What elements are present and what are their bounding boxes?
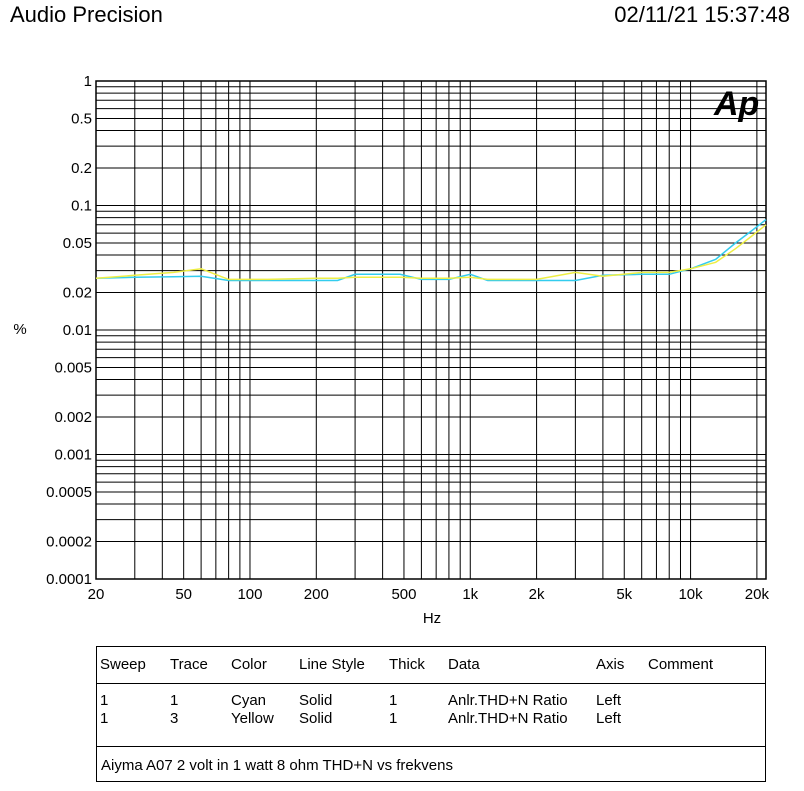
timestamp: 02/11/21 15:37:48 <box>614 2 790 27</box>
app-title: Audio Precision <box>10 2 163 27</box>
legend-table: Sweep Trace Color Line Style Thick Data … <box>96 646 766 782</box>
legend-cell: Solid <box>299 692 333 709</box>
legend-header-row: Sweep Trace Color Line Style Thick Data … <box>97 656 765 674</box>
legend-cell: 1 <box>100 710 109 727</box>
legend-cell: Solid <box>299 710 333 727</box>
legend-row: 1 3 Yellow Solid 1 Anlr.THD+N Ratio Left <box>97 710 765 728</box>
legend-header-cell: Comment <box>648 656 714 673</box>
y-tick-label: 0.02 <box>63 285 92 302</box>
x-tick-label: 200 <box>304 586 329 603</box>
y-axis-label: % <box>13 321 26 338</box>
legend-cell: 3 <box>170 710 179 727</box>
legend-cell: Cyan <box>231 692 267 709</box>
x-tick-label: 500 <box>391 586 416 603</box>
legend-cell: Anlr.THD+N Ratio <box>448 692 568 709</box>
plot-traces <box>95 219 767 282</box>
y-tick-label: 0.002 <box>54 409 92 426</box>
legend-cell: Yellow <box>231 710 274 727</box>
y-tick-label: 0.5 <box>71 110 92 127</box>
legend-cell: 1 <box>100 692 109 709</box>
y-tick-label: 1 <box>84 73 92 90</box>
plot-frame <box>95 80 767 580</box>
legend-header-cell: Color <box>231 656 267 673</box>
legend-row: 1 1 Cyan Solid 1 Anlr.THD+N Ratio Left <box>97 692 765 710</box>
legend-comment: Aiyma A07 2 volt in 1 watt 8 ohm THD+N v… <box>101 757 453 774</box>
legend-divider <box>97 683 765 684</box>
x-tick-label: 50 <box>175 586 192 603</box>
x-tick-label: 100 <box>237 586 262 603</box>
y-tick-label: 0.2 <box>71 160 92 177</box>
thd-plot: 20 50 100 200 500 1k 2k 5k 10k 20k 1 0.5 0.2 0.1 0.05 0… <box>13 73 769 627</box>
legend-header-cell: Sweep <box>100 656 146 673</box>
legend-header-cell: Data <box>448 656 480 673</box>
legend-cell: 1 <box>170 692 179 709</box>
trace-line-1 <box>95 219 767 282</box>
tick-labels: 20 50 100 200 500 1k 2k 5k 10k 20k 1 0.5 0.2 0.1 0.05 0… <box>46 73 769 603</box>
y-tick-label: 0.0002 <box>46 534 92 551</box>
legend-header-cell: Thick <box>389 656 425 673</box>
legend-header-cell: Axis <box>596 656 625 673</box>
x-tick-label: 20 <box>88 586 105 603</box>
x-tick-label: 20k <box>745 586 770 603</box>
y-tick-label: 0.005 <box>54 359 92 376</box>
legend-cell: Left <box>596 710 622 727</box>
legend-cell: Anlr.THD+N Ratio <box>448 710 568 727</box>
x-tick-label: 10k <box>678 586 703 603</box>
y-tick-label: 0.0001 <box>46 571 92 588</box>
legend-header-cell: Trace <box>170 656 208 673</box>
legend-header-cell: Line Style <box>299 656 365 673</box>
x-tick-label: 1k <box>462 586 478 603</box>
legend-cell: 1 <box>389 692 398 709</box>
x-tick-label: 2k <box>529 586 545 603</box>
y-tick-label: 0.001 <box>54 447 92 464</box>
y-tick-label: 0.01 <box>63 322 92 339</box>
y-tick-label: 0.05 <box>63 235 92 252</box>
y-tick-label: 0.0005 <box>46 484 92 501</box>
trace-line-2 <box>95 224 767 281</box>
legend-cell: Left <box>596 692 622 709</box>
legend-divider <box>97 746 765 747</box>
legend-cell: 1 <box>389 710 398 727</box>
ap-logo: Ap <box>713 85 759 123</box>
y-tick-label: 0.1 <box>71 198 92 215</box>
x-tick-label: 5k <box>616 586 632 603</box>
plot-grid <box>96 81 766 579</box>
x-axis-label: Hz <box>423 610 441 627</box>
